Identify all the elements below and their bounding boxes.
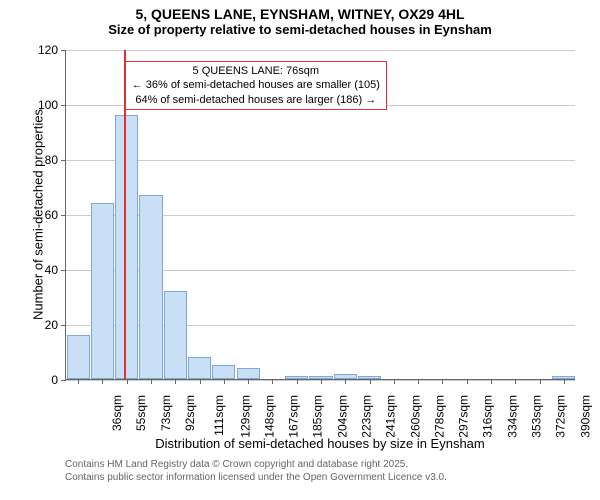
gridline	[66, 160, 575, 161]
xtick-label: 334sqm	[505, 395, 519, 438]
xtick-label: 92sqm	[183, 395, 197, 431]
x-axis-label: Distribution of semi-detached houses by …	[65, 436, 575, 451]
histogram-bar	[212, 365, 235, 379]
xtick-label: 148sqm	[263, 395, 277, 438]
ytick-label: 60	[30, 208, 58, 222]
xtick-label: 129sqm	[238, 395, 252, 438]
xtick-label: 260sqm	[408, 395, 422, 438]
footer-attribution: Contains HM Land Registry data © Crown c…	[65, 458, 447, 484]
ytick-label: 80	[30, 153, 58, 167]
histogram-bar	[139, 195, 162, 379]
xtick-label: 316sqm	[481, 395, 495, 438]
xtick-label: 185sqm	[311, 395, 325, 438]
footer-line-1: Contains HM Land Registry data © Crown c…	[65, 458, 447, 471]
xtick-label: 167sqm	[287, 395, 301, 438]
plot-area: 5 QUEENS LANE: 76sqm← 36% of semi-detach…	[65, 50, 575, 380]
histogram-bar	[67, 335, 90, 379]
xtick-label: 223sqm	[360, 395, 374, 438]
histogram-bar	[91, 203, 114, 379]
xtick-label: 372sqm	[554, 395, 568, 438]
ytick-label: 100	[30, 98, 58, 112]
histogram-bar	[237, 368, 260, 379]
xtick-label: 390sqm	[578, 395, 592, 438]
xtick-label: 36sqm	[110, 395, 124, 431]
ytick-label: 120	[30, 43, 58, 57]
xtick-label: 204sqm	[335, 395, 349, 438]
annotation-line-3: 64% of semi-detached houses are larger (…	[132, 93, 380, 107]
xtick-label: 111sqm	[212, 395, 226, 436]
chart-subtitle: Size of property relative to semi-detach…	[0, 22, 600, 37]
footer-line-2: Contains public sector information licen…	[65, 471, 447, 484]
xtick-label: 353sqm	[530, 395, 544, 438]
chart-title: 5, QUEENS LANE, EYNSHAM, WITNEY, OX29 4H…	[0, 0, 600, 22]
ytick-label: 20	[30, 318, 58, 332]
gridline	[66, 50, 575, 51]
xtick-label: 278sqm	[433, 395, 447, 438]
annotation-line-1: 5 QUEENS LANE: 76sqm	[132, 64, 380, 78]
xtick-label: 297sqm	[457, 395, 471, 438]
xtick-label: 73sqm	[159, 395, 173, 431]
histogram-bar	[164, 291, 187, 379]
histogram-bar	[115, 115, 138, 379]
ytick-label: 0	[30, 373, 58, 387]
xtick-label: 55sqm	[134, 395, 148, 431]
ytick-label: 40	[30, 263, 58, 277]
annotation-line-2: ← 36% of semi-detached houses are smalle…	[132, 78, 380, 92]
xtick-label: 241sqm	[384, 395, 398, 438]
annotation-box: 5 QUEENS LANE: 76sqm← 36% of semi-detach…	[125, 61, 387, 110]
histogram-bar	[188, 357, 211, 379]
